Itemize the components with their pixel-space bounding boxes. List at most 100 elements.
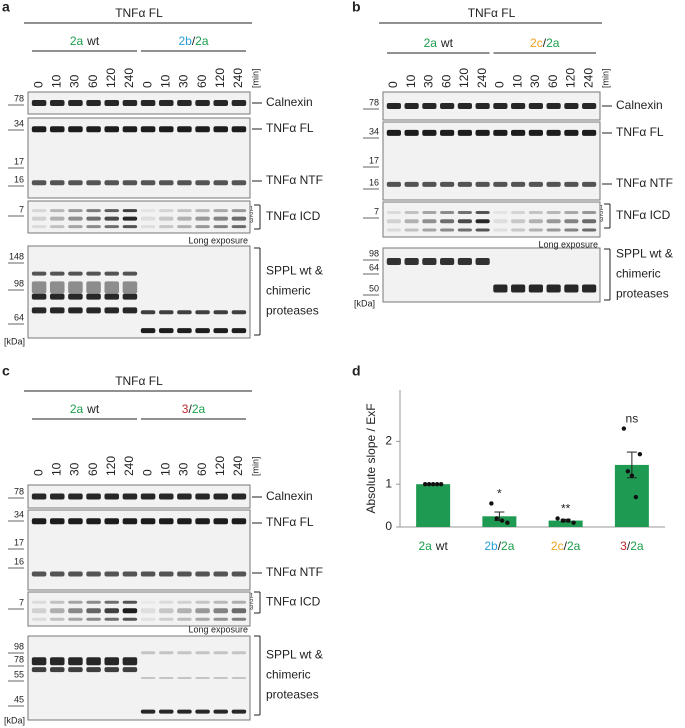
time-label: 0 <box>493 81 507 88</box>
data-point <box>629 473 635 478</box>
band <box>140 328 156 334</box>
band <box>158 709 174 714</box>
band <box>404 258 419 265</box>
mw-marker: 16 <box>14 556 24 566</box>
band <box>440 211 455 214</box>
band <box>177 100 192 106</box>
label-part: 2b <box>178 34 192 48</box>
band <box>493 219 508 224</box>
band <box>213 571 229 577</box>
band <box>231 328 247 334</box>
mw-marker: 98 <box>14 278 24 288</box>
band <box>86 307 101 314</box>
mw-marker: 98 <box>369 248 379 258</box>
band <box>122 100 138 106</box>
x-tick-label: 3/2a <box>620 539 644 553</box>
band <box>122 571 138 577</box>
mw-marker: 45 <box>14 694 24 704</box>
band <box>104 126 120 133</box>
blot-label: TNFα ICD <box>266 209 321 223</box>
bar <box>416 484 451 527</box>
time-label: 0 <box>31 81 45 88</box>
band <box>564 211 579 214</box>
band <box>49 126 65 133</box>
band <box>104 600 120 604</box>
construct-title: TNFα FL <box>115 374 163 388</box>
time-label: 10 <box>510 74 524 88</box>
data-point <box>438 481 444 487</box>
band <box>440 103 455 109</box>
band <box>104 271 120 276</box>
band <box>122 600 138 604</box>
band <box>546 284 561 293</box>
band <box>104 307 120 314</box>
data-point <box>637 452 643 457</box>
label-part: wt <box>440 36 454 50</box>
band <box>440 258 455 265</box>
band <box>68 209 83 213</box>
band <box>177 180 192 186</box>
label-part: / <box>627 539 631 553</box>
band <box>386 129 401 136</box>
band <box>158 310 174 315</box>
band <box>564 284 579 293</box>
time-label: 60 <box>195 74 209 88</box>
time-label: 240 <box>475 68 489 88</box>
time-label: 0 <box>386 81 400 88</box>
mw-marker: 7 <box>19 204 24 214</box>
data-point <box>555 516 560 521</box>
band <box>475 211 490 214</box>
band <box>231 310 247 315</box>
band <box>31 293 47 300</box>
time-label: 60 <box>195 462 209 476</box>
band <box>511 181 526 187</box>
time-label: 120 <box>564 68 578 88</box>
band <box>457 103 472 109</box>
band <box>493 103 508 109</box>
band <box>49 180 65 186</box>
time-label: 120 <box>457 68 471 88</box>
band <box>31 216 47 221</box>
band <box>195 677 210 679</box>
mw-marker: 17 <box>14 156 24 166</box>
band <box>231 126 247 133</box>
band <box>475 129 490 136</box>
band <box>457 258 472 265</box>
band <box>158 209 174 213</box>
x-tick-label: 2b/2a <box>484 539 514 553</box>
time-label: 0 <box>140 469 154 476</box>
band <box>86 126 101 133</box>
data-point <box>571 520 576 525</box>
mw-marker: 55 <box>14 669 24 679</box>
time-label: 120 <box>104 456 118 476</box>
label-part: wt <box>435 539 449 553</box>
band <box>213 209 229 213</box>
band <box>546 103 561 109</box>
blot-label: Calnexin <box>266 95 313 109</box>
band <box>195 493 210 500</box>
band <box>68 180 83 186</box>
panel-letter: a <box>2 0 10 15</box>
band <box>140 100 156 106</box>
label-part: / <box>192 34 196 48</box>
band <box>231 518 247 525</box>
panel-letter: b <box>352 0 361 15</box>
blot <box>27 484 251 509</box>
band <box>68 657 83 666</box>
band <box>546 129 561 136</box>
band <box>49 617 65 621</box>
band <box>86 180 101 186</box>
band <box>195 216 210 221</box>
band <box>31 271 47 276</box>
band <box>440 228 455 232</box>
band <box>49 608 65 614</box>
band <box>422 181 437 187</box>
band <box>104 281 120 294</box>
band <box>158 328 174 334</box>
y-tick-label: 1 <box>385 476 392 490</box>
band <box>213 677 229 679</box>
time-label: 10 <box>158 462 172 476</box>
band <box>49 667 65 673</box>
band <box>528 219 543 224</box>
band <box>422 258 437 265</box>
